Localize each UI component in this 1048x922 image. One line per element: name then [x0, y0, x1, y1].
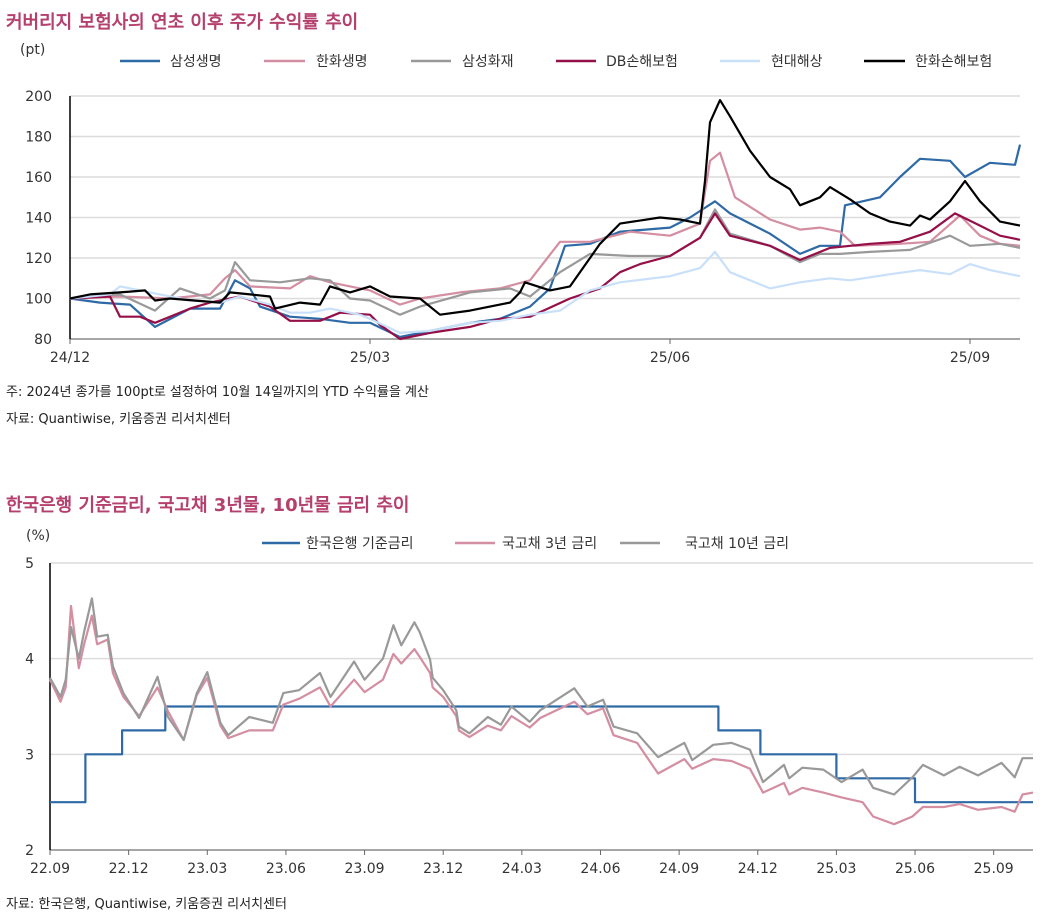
x-tick-label: 23.06 [266, 861, 306, 877]
x-tick-label: 25.06 [895, 861, 935, 877]
legend-label: 한국은행 기준금리 [306, 536, 414, 552]
x-tick-label: 24.06 [580, 861, 620, 877]
y-tick-label: 3 [25, 747, 34, 763]
y-tick-label: 4 [25, 652, 34, 668]
series-line-5 [69, 250, 1021, 334]
legend-label: 현대해상 [771, 54, 823, 70]
chart2-title: 한국은행 기준금리, 국고채 3년물, 10년물 금리 추이 [6, 495, 410, 516]
x-tick-label: 22.12 [109, 861, 149, 877]
legend-label: 국고채 3년 금리 [502, 536, 597, 552]
x-tick-label: 23.12 [423, 861, 463, 877]
legend-label: 삼성생명 [170, 54, 222, 70]
y-tick-label: 200 [25, 89, 52, 105]
legend-label: 한화생명 [316, 54, 368, 70]
series-line-6 [69, 99, 1021, 316]
x-tick-label: 24.09 [659, 861, 699, 877]
series-line-3 [69, 208, 1021, 316]
x-tick-label: 23.09 [345, 861, 385, 877]
chart2-unit-label: (%) [26, 528, 51, 544]
chart1-note: 주: 2024년 종가를 100pt로 설정하여 10월 14일까지의 YTD … [6, 385, 429, 400]
chart1-unit-label: (pt) [20, 42, 46, 58]
x-tick-label: 25/09 [950, 350, 990, 366]
y-tick-label: 100 [25, 292, 52, 308]
x-tick-label: 25/03 [350, 350, 390, 366]
series-line-3 [49, 597, 1033, 796]
x-tick-label: 22.09 [30, 861, 70, 877]
y-tick-label: 2 [25, 843, 34, 859]
x-tick-label: 24.03 [502, 861, 542, 877]
y-tick-label: 120 [25, 251, 52, 267]
x-tick-label: 23.03 [187, 861, 227, 877]
x-tick-label: 25.03 [816, 861, 856, 877]
legend-label: 삼성화재 [462, 54, 514, 70]
chart2-source: 자료: 한국은행, Quantiwise, 키움증권 리서치센터 [6, 897, 287, 912]
chart1-title: 커버리지 보험사의 연초 이후 주가 수익률 추이 [6, 12, 359, 33]
legend-label: DB손해보험 [606, 54, 678, 70]
x-tick-label: 24/12 [50, 350, 90, 366]
series-line-1 [50, 705, 1033, 804]
y-tick-label: 160 [25, 170, 52, 186]
y-tick-label: 180 [25, 130, 52, 146]
y-tick-label: 140 [25, 211, 52, 227]
y-tick-label: 80 [34, 332, 52, 348]
legend-label: 국고채 10년 금리 [685, 536, 789, 552]
series-line-1 [69, 144, 1022, 339]
x-tick-label: 25/06 [650, 350, 690, 366]
series-line-2 [69, 151, 1021, 306]
x-tick-label: 25.09 [974, 861, 1014, 877]
y-tick-label: 5 [25, 556, 34, 572]
legend-label: 한화손해보험 [915, 54, 992, 70]
x-tick-label: 24.12 [738, 861, 778, 877]
chart1-source: 자료: Quantiwise, 키움증권 리서치센터 [6, 412, 231, 427]
